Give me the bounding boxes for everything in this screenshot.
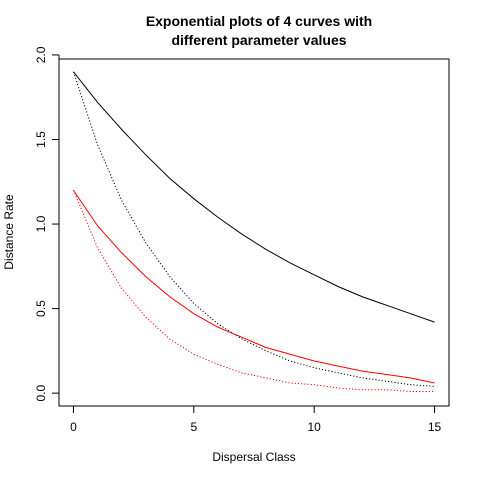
chart-title-line-1: Exponential plots of 4 curves with bbox=[146, 13, 372, 29]
series-line-3-red-solid bbox=[73, 189, 435, 384]
plot-frame bbox=[58, 58, 450, 407]
y-tick-label: 0.5 bbox=[34, 300, 48, 317]
x-tick-label: 10 bbox=[308, 420, 322, 434]
x-tick-label: 5 bbox=[190, 420, 197, 434]
x-axis: 0 5 10 15 bbox=[70, 405, 442, 434]
chart-title-line-2: different parameter values bbox=[171, 32, 346, 48]
series-line-1-black-solid bbox=[73, 71, 435, 323]
series-line-2-black-dotted bbox=[72, 71, 435, 387]
y-axis: 0.0 0.5 1.0 1.5 2.0 bbox=[34, 46, 60, 401]
y-tick-label: 1.0 bbox=[34, 215, 48, 232]
x-tick-label: 0 bbox=[70, 420, 77, 434]
y-axis-label: Distance Rate bbox=[2, 194, 16, 270]
x-axis-label: Dispersal Class bbox=[212, 450, 295, 464]
series-layer bbox=[72, 71, 435, 392]
y-tick-label: 2.0 bbox=[34, 46, 48, 63]
series-line-4-red-dotted bbox=[72, 190, 435, 392]
y-tick-label: 1.5 bbox=[34, 131, 48, 148]
y-tick-label: 0.0 bbox=[34, 384, 48, 401]
x-tick-label: 15 bbox=[428, 420, 442, 434]
